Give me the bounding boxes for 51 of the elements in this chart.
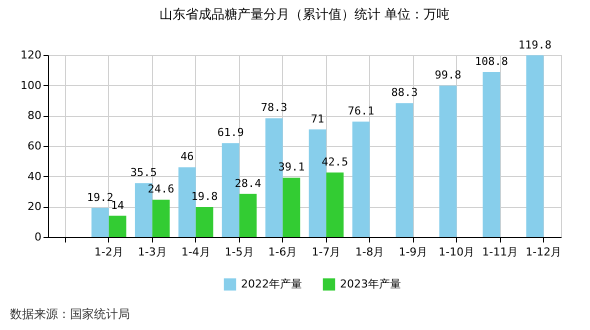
bar [482, 72, 500, 237]
y-tick-label: 0 [34, 230, 42, 244]
y-tick-label: 60 [28, 140, 42, 152]
x-tick-label: 1-8月 [355, 246, 384, 258]
data-label: 19.2 [86, 190, 114, 204]
source-note: 数据来源：国家统计局 [10, 306, 130, 323]
data-label: 119.8 [518, 38, 552, 52]
x-tick-label: 1-11月 [482, 246, 518, 258]
bar [152, 200, 170, 237]
data-label: 78.3 [260, 101, 288, 114]
x-tick-label: 1-2月 [94, 246, 124, 258]
data-label: 99.8 [434, 68, 462, 82]
y-tick-label: 80 [28, 109, 42, 122]
bar [282, 178, 300, 237]
data-label: 39.1 [278, 160, 305, 174]
data-label: 61.9 [217, 126, 244, 140]
x-tick-label: 1-9月 [398, 246, 428, 258]
bar [239, 194, 257, 237]
data-label: 14 [110, 198, 125, 212]
bar [352, 122, 370, 237]
y-tick-label: 40 [28, 170, 42, 183]
bar [108, 216, 126, 237]
legend-label: 2023年产量 [340, 277, 401, 290]
data-label: 108.8 [474, 54, 508, 68]
bar [439, 86, 457, 237]
data-label: 71 [310, 112, 324, 126]
data-label: 88.3 [391, 86, 418, 100]
x-tick-label: 1-10月 [438, 246, 475, 258]
bar [526, 55, 544, 237]
y-tick-label: 100 [20, 78, 42, 92]
y-tick-label: 20 [28, 200, 42, 214]
x-tick-label: 1-12月 [526, 246, 562, 258]
data-label: 19.8 [191, 190, 218, 203]
x-tick-label: 1-7月 [312, 246, 341, 258]
data-label: 46 [180, 150, 194, 164]
data-label: 35.5 [130, 166, 157, 180]
bar [326, 172, 344, 237]
chart-title: 山东省成品糖产量分月（累计值）统计 单位：万吨 [159, 7, 450, 22]
data-label: 24.6 [148, 182, 174, 196]
data-label: 42.5 [322, 156, 348, 169]
data-label: 76.1 [348, 104, 374, 118]
legend-label: 2022年产量 [241, 277, 302, 290]
x-tick-label: 1-3月 [138, 246, 167, 258]
x-tick-label: 1-6月 [268, 246, 298, 258]
y-tick-label: 120 [20, 48, 42, 62]
x-tick-label: 1-5月 [224, 246, 254, 258]
bar [91, 208, 109, 237]
data-label: 28.4 [234, 176, 262, 190]
bar [196, 206, 214, 237]
x-tick-label: 1-4月 [181, 246, 210, 258]
bar [396, 103, 414, 237]
